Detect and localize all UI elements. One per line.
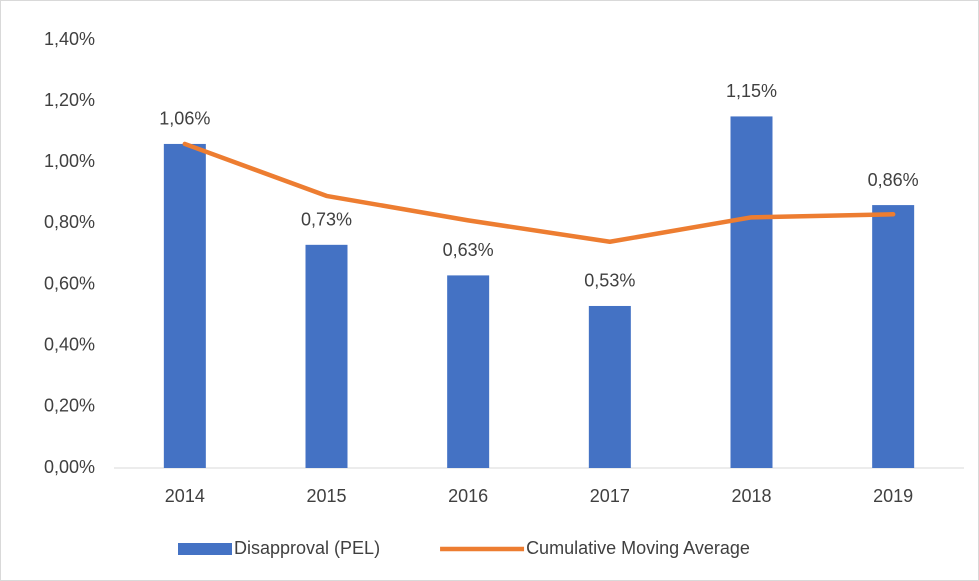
legend-swatch (178, 543, 232, 555)
y-tick-label: 1,00% (44, 151, 95, 171)
data-label: 1,15% (726, 81, 777, 101)
y-tick-label: 1,20% (44, 90, 95, 110)
y-tick-label: 0,60% (44, 273, 95, 293)
bar (447, 275, 490, 468)
data-label: 0,63% (443, 240, 494, 260)
x-tick-label: 2018 (731, 486, 771, 506)
data-label: 0,86% (868, 170, 919, 190)
bar (730, 116, 773, 468)
x-tick-label: 2016 (448, 486, 488, 506)
y-tick-label: 0,40% (44, 334, 95, 354)
x-tick-label: 2014 (165, 486, 205, 506)
bar (872, 205, 915, 469)
bar (588, 305, 631, 468)
y-tick-label: 0,80% (44, 212, 95, 232)
y-tick-label: 1,40% (44, 29, 95, 49)
data-label: 1,06% (159, 109, 210, 129)
bar (163, 143, 206, 468)
x-tick-label: 2017 (590, 486, 630, 506)
x-tick-label: 2015 (306, 486, 346, 506)
y-tick-label: 0,20% (44, 396, 95, 416)
x-tick-label: 2019 (873, 486, 913, 506)
bar (305, 244, 348, 468)
data-label: 0,73% (301, 210, 352, 230)
y-tick-label: 0,00% (44, 457, 95, 477)
legend-label: Cumulative Moving Average (526, 538, 750, 558)
data-label: 0,53% (584, 271, 635, 291)
line (182, 141, 896, 245)
legend-label: Disapproval (PEL) (234, 538, 380, 558)
